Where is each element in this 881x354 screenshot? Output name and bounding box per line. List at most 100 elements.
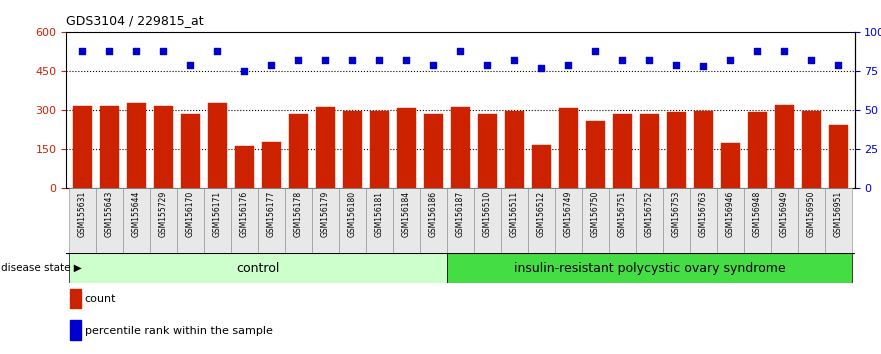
Point: [130, 48, 144, 53]
Bar: [289, 114, 307, 188]
Point: [696, 63, 710, 69]
Text: GSM156753: GSM156753: [672, 191, 681, 237]
FancyBboxPatch shape: [420, 188, 447, 253]
Bar: [640, 114, 659, 188]
FancyBboxPatch shape: [231, 188, 258, 253]
Bar: [316, 107, 335, 188]
Text: GSM156751: GSM156751: [618, 191, 627, 237]
Bar: [396, 108, 416, 188]
Point: [832, 62, 846, 67]
Text: GSM156178: GSM156178: [293, 191, 303, 237]
Text: GSM156950: GSM156950: [807, 191, 816, 237]
FancyBboxPatch shape: [447, 253, 852, 283]
Point: [723, 57, 737, 63]
Text: GSM156749: GSM156749: [564, 191, 573, 237]
Text: GSM156181: GSM156181: [374, 191, 384, 237]
Text: disease state ▶: disease state ▶: [1, 262, 82, 272]
FancyBboxPatch shape: [339, 188, 366, 253]
Point: [670, 62, 684, 67]
Bar: [100, 106, 119, 188]
FancyBboxPatch shape: [581, 188, 609, 253]
Point: [264, 62, 278, 67]
FancyBboxPatch shape: [744, 188, 771, 253]
Bar: [694, 111, 713, 188]
FancyBboxPatch shape: [717, 188, 744, 253]
Point: [534, 65, 548, 70]
Point: [156, 48, 170, 53]
Point: [615, 57, 629, 63]
Bar: [451, 107, 470, 188]
Bar: [235, 146, 254, 188]
Bar: [586, 121, 604, 188]
FancyBboxPatch shape: [393, 188, 420, 253]
Point: [507, 57, 522, 63]
FancyBboxPatch shape: [636, 188, 663, 253]
FancyBboxPatch shape: [825, 188, 852, 253]
Text: GDS3104 / 229815_at: GDS3104 / 229815_at: [66, 14, 204, 27]
Point: [804, 57, 818, 63]
FancyBboxPatch shape: [474, 188, 500, 253]
Point: [75, 48, 89, 53]
Bar: [829, 125, 848, 188]
Text: GSM155643: GSM155643: [105, 191, 114, 237]
Bar: [154, 106, 173, 188]
Bar: [208, 103, 226, 188]
Point: [102, 48, 116, 53]
Point: [292, 57, 306, 63]
Text: count: count: [85, 294, 116, 304]
Bar: [127, 103, 145, 188]
Bar: [370, 111, 389, 188]
Bar: [262, 142, 281, 188]
Text: GSM156170: GSM156170: [186, 191, 195, 237]
Text: GSM156171: GSM156171: [213, 191, 222, 237]
Point: [399, 57, 413, 63]
Point: [318, 57, 332, 63]
Bar: [748, 112, 766, 188]
Point: [345, 57, 359, 63]
Text: GSM156511: GSM156511: [510, 191, 519, 237]
Bar: [343, 111, 362, 188]
FancyBboxPatch shape: [366, 188, 393, 253]
Point: [426, 62, 440, 67]
Text: control: control: [236, 262, 279, 275]
Text: GSM156176: GSM156176: [240, 191, 248, 237]
Text: percentile rank within the sample: percentile rank within the sample: [85, 326, 272, 336]
Point: [751, 48, 765, 53]
Point: [373, 57, 387, 63]
FancyBboxPatch shape: [204, 188, 231, 253]
Text: GSM156512: GSM156512: [537, 191, 546, 237]
Text: GSM156750: GSM156750: [591, 191, 600, 237]
Bar: [424, 114, 443, 188]
Text: GSM156179: GSM156179: [321, 191, 329, 237]
FancyBboxPatch shape: [96, 188, 122, 253]
Text: GSM156946: GSM156946: [726, 191, 735, 237]
FancyBboxPatch shape: [122, 188, 150, 253]
Bar: [559, 108, 578, 188]
FancyBboxPatch shape: [258, 188, 285, 253]
FancyBboxPatch shape: [69, 253, 447, 283]
Text: GSM155729: GSM155729: [159, 191, 167, 237]
Point: [211, 48, 225, 53]
FancyBboxPatch shape: [69, 188, 96, 253]
FancyBboxPatch shape: [312, 188, 339, 253]
Point: [237, 68, 251, 74]
Text: GSM155644: GSM155644: [132, 191, 141, 237]
Bar: [667, 112, 685, 188]
FancyBboxPatch shape: [500, 188, 528, 253]
Bar: [721, 143, 740, 188]
Point: [777, 48, 791, 53]
Text: GSM156177: GSM156177: [267, 191, 276, 237]
Text: GSM156180: GSM156180: [348, 191, 357, 237]
FancyBboxPatch shape: [528, 188, 555, 253]
Bar: [802, 111, 821, 188]
FancyBboxPatch shape: [555, 188, 581, 253]
Bar: [775, 104, 794, 188]
Point: [453, 48, 467, 53]
FancyBboxPatch shape: [447, 188, 474, 253]
FancyBboxPatch shape: [798, 188, 825, 253]
Bar: [613, 114, 632, 188]
Text: GSM156951: GSM156951: [834, 191, 843, 237]
FancyBboxPatch shape: [771, 188, 798, 253]
Text: GSM156184: GSM156184: [402, 191, 411, 237]
Text: GSM156948: GSM156948: [753, 191, 762, 237]
